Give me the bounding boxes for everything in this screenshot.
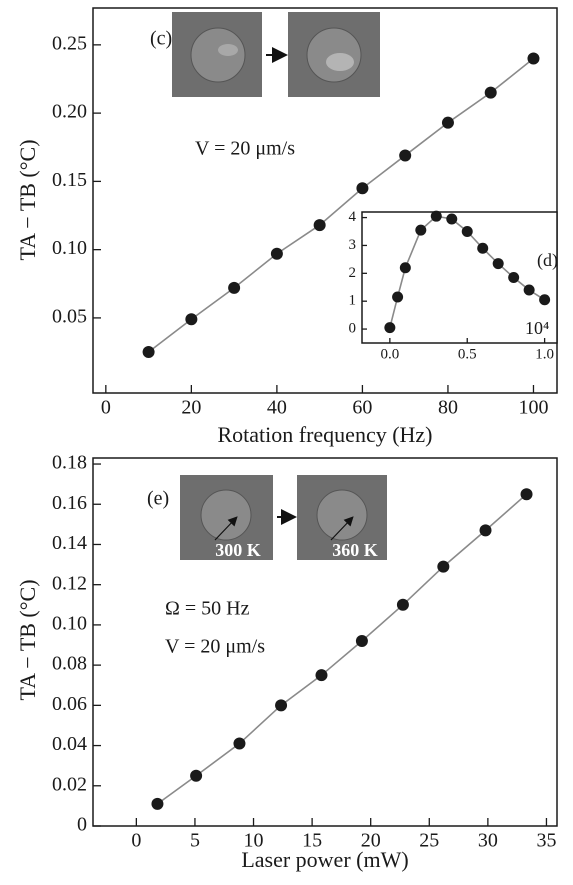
data-line [148, 57, 534, 353]
annotation: 360 K [332, 540, 378, 560]
data-point [437, 560, 450, 573]
x-tick-label: 80 [438, 397, 458, 419]
y-tick-label: 0.14 [52, 532, 87, 554]
x-tick-label: 20 [361, 830, 381, 852]
y-tick-label: 0.10 [52, 237, 87, 259]
annotation: 300 K [215, 540, 261, 560]
x-tick-label: 0.5 [458, 346, 477, 362]
y-tick-label: 0.04 [52, 733, 87, 755]
x-tick-label: 5 [190, 830, 200, 852]
annotation: (d) [537, 250, 558, 271]
y-tick-label: 1 [349, 293, 357, 309]
y-tick-label: 0.20 [52, 101, 87, 123]
annotation: (e) [147, 488, 169, 510]
annotation: V = 20 μm/s [195, 138, 295, 160]
y-tick-label: 0.16 [52, 492, 87, 514]
x-tick-label: 1.0 [535, 346, 554, 362]
x-axis-label: Rotation frequency (Hz) [217, 422, 432, 447]
y-tick-label: 4 [349, 209, 357, 225]
data-point [446, 213, 458, 225]
photo-insets-c [172, 12, 380, 97]
plot-frame [92, 7, 558, 394]
x-tick-label: 10 [244, 830, 264, 852]
y-tick-label: 0.02 [52, 773, 87, 795]
y-tick-label: 0.06 [52, 693, 87, 715]
photo-insets-e [180, 475, 387, 560]
x-tick-label: 0 [101, 397, 111, 419]
data-point [492, 258, 504, 270]
data-point [539, 294, 551, 306]
y-tick-label: 0.15 [52, 169, 87, 191]
data-point [461, 226, 473, 238]
y-tick-label: 2 [349, 265, 357, 281]
data-point [399, 262, 411, 274]
plot-frame [361, 211, 558, 344]
data-point [441, 116, 454, 129]
data-point [392, 291, 404, 303]
data-point [355, 634, 368, 647]
x-tick-label: 100 [518, 397, 548, 419]
annotation: Ω = 50 Hz [165, 598, 250, 620]
data-point [270, 247, 283, 260]
annotation: 10⁴ [525, 318, 549, 338]
data-point [313, 219, 326, 232]
x-tick-label: 40 [267, 397, 287, 419]
y-tick-label: 0.12 [52, 572, 87, 594]
x-tick-label: 20 [181, 397, 201, 419]
data-point [275, 699, 288, 712]
data-point [523, 284, 535, 296]
data-point [142, 346, 155, 359]
y-tick-label: 0.25 [52, 32, 87, 54]
y-tick-label: 0 [349, 321, 357, 337]
x-tick-label: 0.0 [380, 346, 399, 362]
x-tick-label: 60 [352, 397, 372, 419]
data-point [356, 182, 369, 195]
data-point [508, 272, 520, 283]
data-point [399, 149, 412, 162]
x-tick-label: 15 [302, 830, 322, 852]
x-tick-label: 35 [536, 830, 556, 852]
y-tick-label: 0 [77, 814, 87, 836]
data-point [228, 281, 241, 294]
data-point [151, 797, 164, 810]
data-point [190, 769, 203, 782]
data-point [477, 242, 489, 254]
data-point [484, 86, 497, 99]
data-point [527, 52, 540, 65]
y-axis-label: TA − TB (°C) [15, 139, 40, 260]
y-tick-label: 0.10 [52, 613, 87, 635]
y-tick-label: 0.08 [52, 653, 87, 675]
x-tick-label: 0 [131, 830, 141, 852]
data-point [396, 598, 409, 611]
data-point [479, 524, 492, 537]
annotation: (c) [150, 28, 172, 50]
data-point [185, 313, 198, 326]
plot-frame [92, 457, 558, 827]
y-axis-label: TA − TB (°C) [15, 579, 40, 700]
x-axis-label: Laser power (mW) [241, 847, 408, 872]
y-tick-label: 0.05 [52, 306, 87, 328]
data-point [384, 322, 396, 334]
data-point [233, 737, 246, 750]
data-point [520, 488, 533, 501]
x-tick-label: 25 [419, 830, 439, 852]
annotation: V = 20 μm/s [165, 636, 265, 658]
data-point [430, 210, 442, 222]
y-tick-label: 0.18 [52, 452, 87, 474]
data-point [315, 669, 328, 682]
data-line [156, 493, 528, 805]
x-tick-label: 30 [478, 830, 498, 852]
y-tick-label: 3 [349, 237, 357, 253]
data-point [415, 224, 427, 236]
